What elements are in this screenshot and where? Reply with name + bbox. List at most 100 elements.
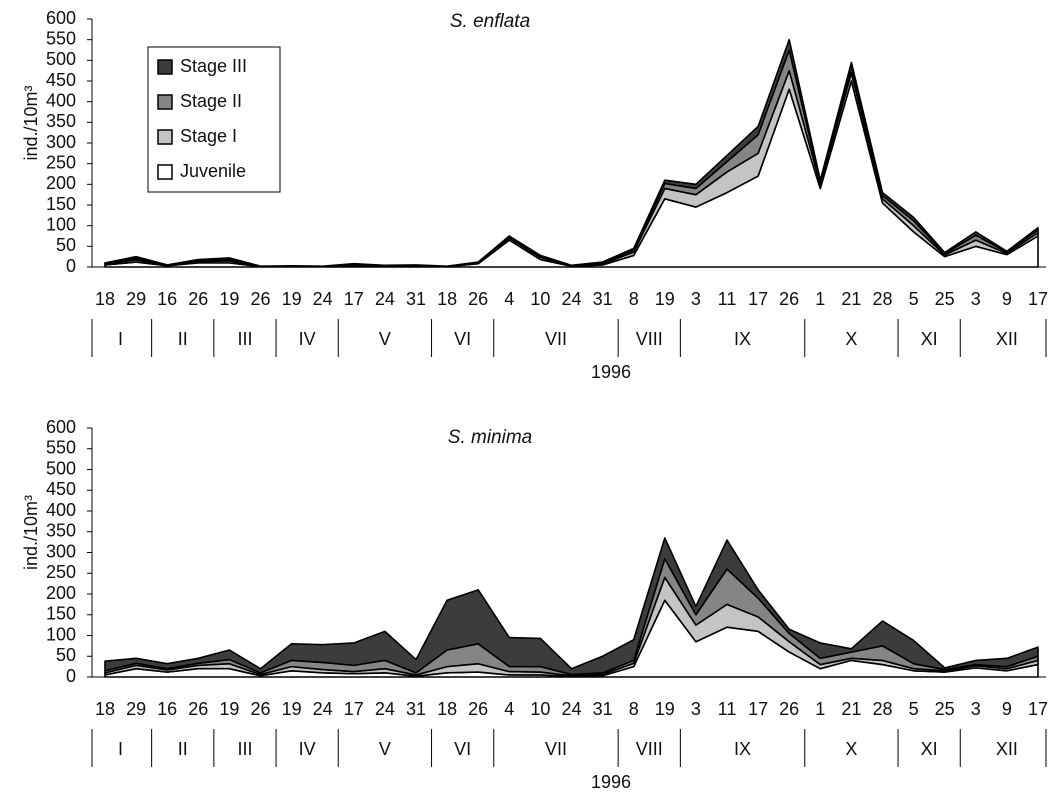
- legend-label: Stage II: [180, 91, 242, 111]
- chart-title: S. enflata: [450, 11, 530, 32]
- x-tick-label: 5: [909, 289, 919, 309]
- month-label: IX: [734, 329, 751, 349]
- x-tick-label: 18: [95, 699, 115, 719]
- x-tick-label: 16: [157, 699, 177, 719]
- x-tick-label: 24: [375, 289, 395, 309]
- x-tick-label: 1: [815, 699, 825, 719]
- x-tick-label: 3: [691, 289, 701, 309]
- x-tick-label: 17: [748, 699, 768, 719]
- x-tick-label: 26: [250, 699, 270, 719]
- x-axis-label: 1996: [591, 772, 631, 790]
- x-tick-label: 17: [1028, 289, 1048, 309]
- x-tick-label: 24: [561, 289, 581, 309]
- x-tick-label: 28: [872, 289, 892, 309]
- y-tick-label: 300: [46, 541, 76, 561]
- x-tick-label: 26: [468, 699, 488, 719]
- y-tick-label: 450: [46, 479, 76, 499]
- month-label: XII: [996, 739, 1018, 759]
- legend-swatch: [157, 94, 173, 110]
- x-tick-label: 29: [126, 699, 146, 719]
- x-tick-label: 4: [504, 699, 514, 719]
- x-tick-label: 19: [655, 289, 675, 309]
- legend-swatch: [157, 59, 173, 75]
- month-label: IV: [299, 739, 316, 759]
- y-tick-label: 250: [46, 152, 76, 172]
- y-tick-label: 400: [46, 500, 76, 520]
- x-tick-label: 24: [313, 289, 333, 309]
- x-tick-label: 3: [971, 699, 981, 719]
- x-tick-label: 24: [313, 699, 333, 719]
- x-tick-label: 11: [718, 699, 737, 719]
- y-tick-label: 400: [46, 90, 76, 110]
- x-tick-label: 17: [344, 289, 364, 309]
- x-tick-label: 1: [815, 289, 825, 309]
- month-label: IV: [299, 329, 316, 349]
- x-axis-label: 1996: [591, 362, 631, 382]
- y-tick-label: 600: [46, 417, 76, 437]
- y-tick-label: 50: [56, 235, 76, 255]
- y-tick-label: 350: [46, 521, 76, 541]
- area-series: [104, 537, 1039, 676]
- month-label: VIII: [636, 739, 663, 759]
- area-series: [104, 38, 1039, 268]
- month-label: VII: [545, 329, 567, 349]
- month-label: VI: [454, 329, 471, 349]
- y-tick-label: 450: [46, 70, 76, 90]
- x-tick-label: 17: [1028, 699, 1048, 719]
- legend-swatch: [157, 129, 173, 145]
- x-tick-label: 10: [530, 699, 550, 719]
- y-axis-label: ind./10m³: [21, 85, 41, 160]
- x-tick-label: 21: [841, 699, 861, 719]
- x-tick-label: 28: [872, 699, 892, 719]
- x-tick-label: 24: [375, 699, 395, 719]
- month-label: V: [379, 739, 391, 759]
- x-tick-label: 9: [1002, 699, 1012, 719]
- x-tick-label: 29: [126, 289, 146, 309]
- x-tick-label: 16: [157, 289, 177, 309]
- y-tick-label: 500: [46, 49, 76, 69]
- month-label: XI: [921, 329, 938, 349]
- x-tick-label: 26: [779, 699, 799, 719]
- x-tick-label: 31: [593, 289, 613, 309]
- y-tick-label: 0: [66, 666, 76, 686]
- y-tick-label: 500: [46, 458, 76, 478]
- x-tick-label: 19: [282, 699, 302, 719]
- chart-title: S. minima: [448, 427, 532, 448]
- month-label: III: [237, 329, 252, 349]
- y-tick-label: 100: [46, 624, 76, 644]
- area-series: [104, 557, 1039, 677]
- y-tick-label: 600: [46, 8, 76, 28]
- x-tick-label: 9: [1002, 289, 1012, 309]
- legend-label: Stage I: [180, 126, 237, 146]
- x-tick-label: 17: [344, 699, 364, 719]
- x-tick-label: 5: [909, 699, 919, 719]
- legend-label: Juvenile: [180, 161, 246, 181]
- y-tick-label: 200: [46, 583, 76, 603]
- x-tick-label: 31: [406, 289, 426, 309]
- x-tick-label: 25: [935, 289, 955, 309]
- y-tick-label: 0: [66, 256, 76, 276]
- x-tick-label: 18: [437, 289, 457, 309]
- x-tick-label: 25: [935, 699, 955, 719]
- y-tick-label: 200: [46, 173, 76, 193]
- x-tick-label: 31: [593, 699, 613, 719]
- x-tick-label: 24: [561, 699, 581, 719]
- x-tick-label: 8: [629, 289, 639, 309]
- y-tick-label: 150: [46, 194, 76, 214]
- y-tick-label: 50: [56, 645, 76, 665]
- month-label: X: [845, 739, 857, 759]
- x-tick-label: 18: [437, 699, 457, 719]
- y-axis-label: ind./10m³: [21, 495, 41, 570]
- month-label: IX: [734, 739, 751, 759]
- x-tick-label: 26: [779, 289, 799, 309]
- legend-label: Stage III: [180, 56, 247, 76]
- x-tick-label: 19: [219, 289, 239, 309]
- x-tick-label: 19: [655, 699, 675, 719]
- x-tick-label: 26: [250, 289, 270, 309]
- x-tick-label: 10: [530, 289, 550, 309]
- y-tick-label: 300: [46, 132, 76, 152]
- x-tick-label: 26: [188, 699, 208, 719]
